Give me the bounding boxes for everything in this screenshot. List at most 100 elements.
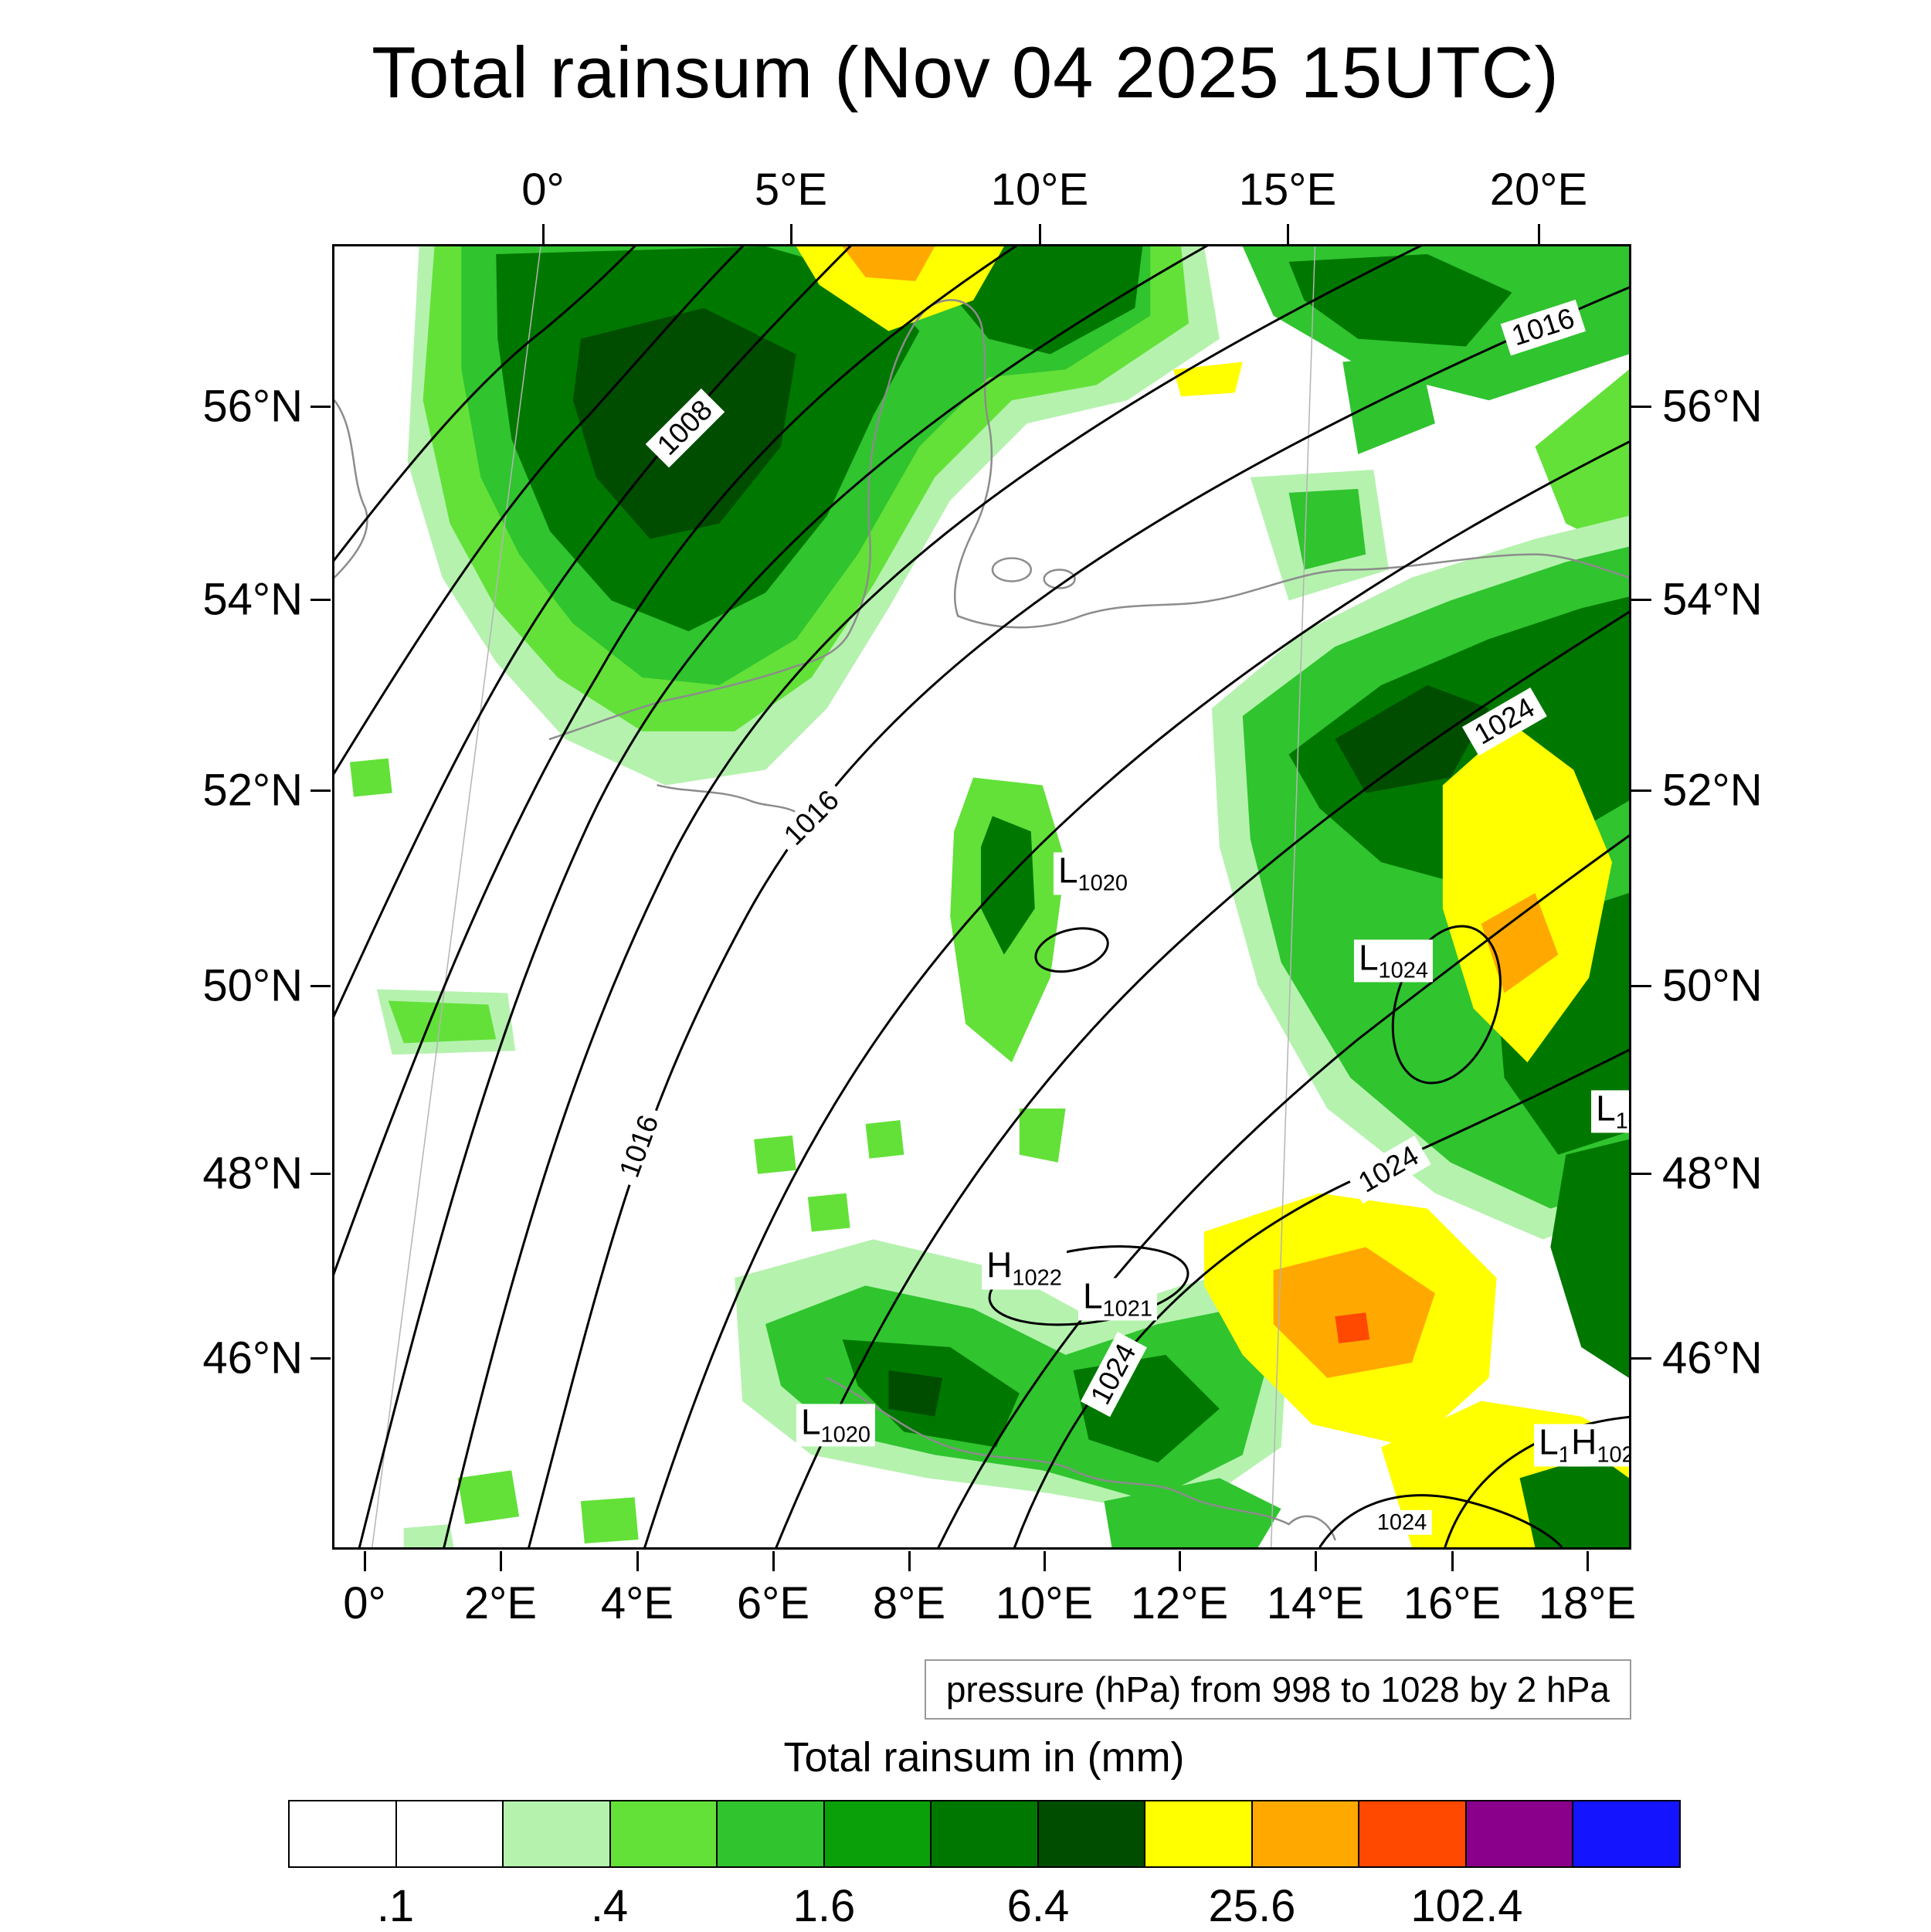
pressure-value: 1024 [1378,958,1429,983]
axis-tick [1631,985,1651,987]
colorbar-swatch [1145,1801,1253,1866]
lat-label-left: 50°N [202,960,303,1011]
axis-tick [636,1551,639,1571]
lon-label-bottom: 6°E [736,1578,810,1628]
pressure-letter: L [1057,850,1078,891]
precipitation-layer [349,246,1629,1547]
lat-label-left: 56°N [202,381,303,432]
pressure-center-low: L1021 [1077,1275,1158,1322]
colorbar-swatch [1038,1801,1146,1866]
colorbar-swatch [824,1801,932,1866]
axis-tick [311,599,331,601]
coastline-layer [334,299,1629,1541]
axis-tick [1631,406,1651,408]
map-canvas [334,246,1629,1547]
colorbar-tick-label: .1 [376,1881,415,1931]
pressure-letter: L [1082,1275,1103,1316]
axis-tick [1587,1551,1589,1571]
pressure-value: 1022 [1012,1265,1062,1291]
lat-label-left: 54°N [202,574,303,625]
weather-map: 1008 1016 1016 1016 1024 1024 1024 1024 … [332,244,1631,1550]
lat-label-left: 48°N [202,1148,303,1199]
pressure-value: 1021 [1102,1296,1153,1322]
pressure-center-low: L1024 [1353,937,1434,983]
axis-tick [311,789,331,792]
colorbar-swatch [932,1801,1039,1866]
lon-label-bottom: 8°E [872,1578,946,1628]
colorbar-tick-label: 1.6 [792,1881,856,1931]
colorbar-swatch [1466,1801,1574,1866]
lat-label-right: 50°N [1662,960,1763,1011]
colorbar-swatch [1573,1801,1679,1866]
colorbar-tick-label: .4 [590,1881,629,1931]
lon-label-top: 15°E [1238,165,1337,215]
pressure-letter: H [986,1244,1013,1285]
lat-label-right: 54°N [1662,574,1763,625]
pressure-center-low: L10 [1591,1090,1629,1134]
pressure-center-high: H1028 [1566,1421,1629,1468]
lat-label-right: 48°N [1662,1148,1763,1199]
graticule-layer [372,246,1316,1547]
colorbar-tick-label: 25.6 [1208,1881,1296,1931]
lon-label-top: 5°E [754,165,828,215]
axis-tick [311,1173,331,1175]
pressure-caption: pressure (hPa) from 998 to 1028 by 2 hPa [924,1659,1631,1720]
axis-tick [1631,1357,1651,1360]
colorbar [288,1800,1681,1868]
pressure-letter: L [1358,937,1379,978]
lon-label-bottom: 4°E [600,1578,674,1628]
pressure-value: 1020 [820,1422,871,1448]
pressure-center-low: L1020 [1053,850,1133,896]
pressure-value: 1028 [1597,1442,1629,1468]
lat-label-left: 52°N [202,765,303,816]
axis-tick [1039,224,1041,244]
axis-tick [908,1551,911,1571]
pressure-value: 1020 [1077,871,1128,896]
colorbar-swatch [1252,1801,1360,1866]
pressure-contour-layer [334,246,1629,1547]
lon-label-bottom: 12°E [1130,1578,1229,1628]
colorbar-swatch [504,1801,611,1866]
axis-tick [542,224,545,244]
axis-tick [1287,224,1289,244]
pressure-letter: L [800,1401,821,1442]
axis-tick [1315,1551,1317,1571]
axis-tick [311,985,331,987]
lon-label-bottom: 2°E [463,1578,538,1628]
lat-label-right: 46°N [1662,1333,1763,1384]
colorbar-swatch [1359,1801,1467,1866]
lat-label-right: 56°N [1662,381,1763,432]
axis-tick [790,224,792,244]
colorbar-swatch [396,1801,504,1866]
pressure-center-high: H1022 [982,1244,1067,1291]
lat-label-left: 46°N [202,1333,303,1384]
page-title: Total rainsum (Nov 04 2025 15UTC) [372,32,1559,113]
lon-label-bottom: 18°E [1538,1578,1637,1628]
lon-label-bottom: 16°E [1403,1578,1502,1628]
lon-label-bottom: 0° [343,1578,386,1628]
axis-tick [364,1551,366,1571]
axis-tick [1044,1551,1046,1571]
axis-tick [311,1357,331,1360]
axis-tick [500,1551,502,1571]
pressure-letter: H [1571,1421,1597,1462]
lon-label-top: 0° [521,165,565,215]
colorbar-swatch [610,1801,718,1866]
lon-label-top: 10°E [990,165,1089,215]
axis-tick [1631,789,1651,792]
colorbar-swatch [718,1801,825,1866]
colorbar-tick-label: 102.4 [1410,1881,1523,1931]
axis-tick [1538,224,1540,244]
pressure-letter: L [1539,1421,1559,1462]
lat-label-right: 52°N [1662,765,1763,816]
colorbar-tick-label: 6.4 [1006,1881,1070,1931]
pressure-center-low: L1020 [796,1401,876,1448]
lon-label-bottom: 10°E [995,1578,1094,1628]
contour-label: 1024 [1372,1509,1432,1536]
axis-tick [1631,1173,1651,1175]
lon-label-bottom: 14°E [1266,1578,1365,1628]
axis-tick [772,1551,775,1571]
axis-tick [1451,1551,1454,1571]
pressure-value: 10 [1615,1109,1629,1134]
axis-tick [311,406,331,408]
